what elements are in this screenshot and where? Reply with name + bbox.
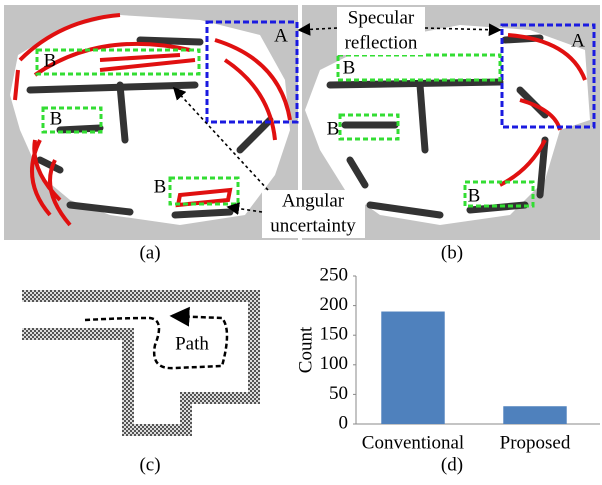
figure: A B B B (a) A B B B (b) Specular reflect… [0,0,602,485]
caption: (d) [441,454,463,475]
map-a: A B B B [4,5,298,240]
y-axis-label: Count [295,326,316,373]
map-label: B [44,50,57,71]
bar [503,406,566,424]
annotation: uncertainty [270,215,356,236]
annotation: Specular [348,7,415,28]
x-tick-label: Proposed [500,432,571,453]
y-tick-label: 200 [320,294,349,315]
map-label: B [343,57,356,78]
caption: (c) [139,454,160,475]
y-tick-label: 50 [329,383,348,404]
path-label: Path [175,333,209,354]
map-label: B [50,108,63,129]
caption: (b) [441,242,463,263]
map-label: A [571,30,585,51]
bar-chart: Count 0 50 100 150 200 250 Conventional Propose… [295,264,600,453]
y-tick-label: 100 [320,353,349,374]
corridor-diagram: Path [22,296,254,430]
map-label: A [274,25,288,46]
x-tick-label: Conventional [362,432,464,453]
y-tick-label: 0 [339,412,349,433]
caption: (a) [139,242,160,263]
map-label: B [468,185,481,206]
annotation: Angular [282,190,345,211]
bar [381,312,444,424]
y-tick-label: 150 [320,324,349,345]
map-label: B [154,176,167,197]
y-tick-label: 250 [320,264,349,285]
annotation: reflection [345,32,418,53]
map-label: B [327,118,340,139]
